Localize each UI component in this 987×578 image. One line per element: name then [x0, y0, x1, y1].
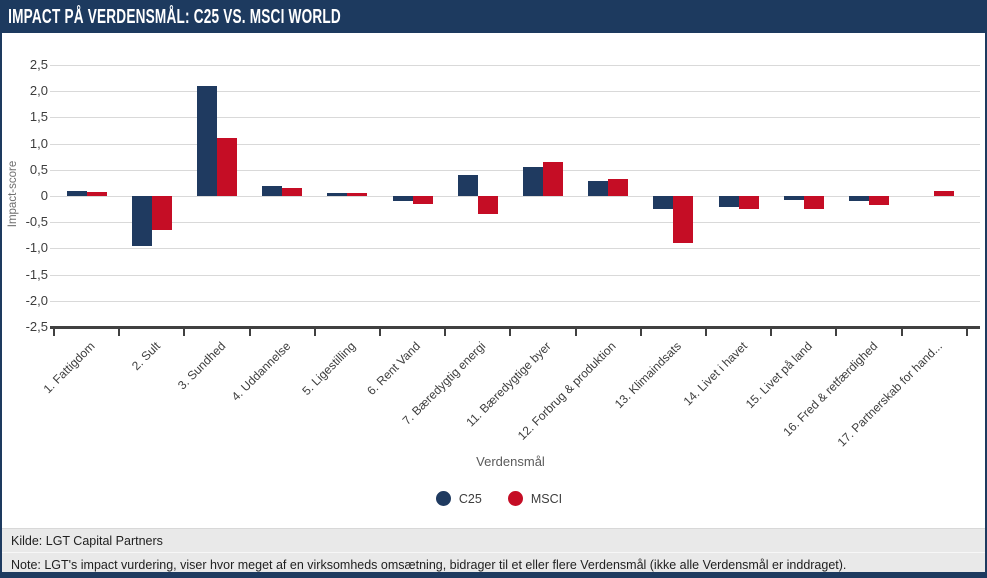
bar-c25-4 — [262, 185, 283, 196]
bar-msci-7 — [477, 196, 498, 215]
bar-msci-9 — [608, 179, 629, 196]
bar-c25-1 — [66, 190, 87, 196]
gridline — [50, 143, 980, 145]
gridline — [50, 169, 980, 171]
x-axis-tick — [444, 327, 447, 336]
bar-c25-3 — [197, 86, 217, 196]
bar-msci-8 — [543, 161, 563, 196]
x-axis-tick — [835, 327, 838, 336]
bar-msci-3 — [217, 138, 237, 196]
x-category-label: 15. Livet på land — [742, 339, 815, 412]
x-category-label: 3. Sundhed — [174, 339, 228, 393]
x-category-label: 17. Partnerskab for hand... — [834, 339, 946, 450]
bar-msci-13 — [869, 196, 889, 206]
bar-msci-4 — [282, 187, 303, 196]
legend-swatch-msci — [507, 491, 523, 506]
x-axis-tick — [639, 327, 642, 336]
gridline — [50, 300, 980, 302]
title-bar: IMPACT PÅ VERDENSMÅL: C25 VS. MSCI WORLD — [2, 2, 985, 33]
x-axis-tick — [770, 327, 773, 336]
x-axis-tick — [313, 327, 316, 336]
y-tick-label: -2,5 — [25, 319, 48, 334]
x-axis-tick — [965, 327, 968, 336]
x-axis-tick — [118, 327, 121, 336]
gridline — [50, 65, 980, 66]
bar-c25-6 — [392, 196, 413, 202]
legend: C25 MSCI — [54, 491, 944, 506]
bar-c25-2 — [131, 196, 152, 246]
legend-swatch-c25 — [435, 491, 451, 506]
bottom-accent-bar — [2, 572, 985, 576]
bar-msci-12 — [803, 196, 824, 210]
y-tick-label: 1,5 — [29, 109, 48, 125]
bar-c25-13 — [849, 196, 869, 201]
bar-msci-10 — [673, 196, 694, 244]
y-tick-label: -1,0 — [25, 240, 48, 256]
y-tick-label: 0,5 — [29, 161, 48, 177]
x-category-label: 14. Livet i havet — [680, 339, 750, 409]
x-axis-tick — [183, 327, 186, 336]
y-axis-title: Impact-score — [7, 160, 19, 228]
legend-label-msci: MSCI — [530, 491, 563, 506]
x-category-label: 2. Sult — [128, 339, 163, 373]
source-note: Kilde: LGT Capital Partners — [11, 533, 163, 548]
bar-c25-10 — [653, 196, 674, 210]
gridline — [50, 222, 980, 224]
x-axis-tick — [248, 327, 251, 336]
x-category-label: 1. Fattigdom — [40, 339, 98, 397]
bar-c25-5 — [327, 192, 348, 196]
y-tick-label: -1,5 — [25, 266, 48, 282]
bar-c25-11 — [718, 196, 739, 207]
bar-msci-5 — [347, 193, 368, 196]
x-axis-tick — [53, 327, 55, 336]
gridline — [50, 274, 980, 276]
bar-c25-7 — [457, 175, 478, 196]
x-category-label: 13. Klimaindsats — [612, 339, 685, 412]
bar-msci-1 — [86, 192, 107, 196]
bar-msci-11 — [738, 196, 759, 210]
x-axis-line — [50, 326, 980, 329]
bar-msci-2 — [151, 196, 172, 231]
x-category-label: 5. Ligestilling — [299, 339, 359, 398]
y-tick-label: 1,0 — [29, 135, 48, 151]
legend-label-c25: C25 — [458, 491, 482, 506]
x-axis-tick — [574, 327, 577, 336]
x-axis-title: Verdensmål — [476, 454, 545, 469]
bar-c25-12 — [783, 196, 804, 201]
footer: Kilde: LGT Capital Partners Note: LGT's … — [2, 528, 985, 576]
y-tick-label: -0,5 — [25, 214, 48, 230]
chart-title: IMPACT PÅ VERDENSMÅL: C25 VS. MSCI WORLD — [8, 6, 341, 28]
y-tick-label: 2,0 — [29, 83, 48, 99]
y-tick-label: 0 — [40, 188, 48, 203]
x-category-label: 4. Uddannelse — [228, 339, 294, 404]
x-axis-tick — [705, 327, 707, 336]
bar-c25-8 — [523, 167, 543, 196]
x-axis-tick — [379, 327, 381, 336]
legend-item-msci: MSCI — [507, 491, 563, 506]
bar-msci-14 — [934, 190, 955, 196]
bar-msci-6 — [412, 196, 433, 204]
y-tick-label: -2,0 — [25, 292, 48, 308]
method-note: Note: LGT's impact vurdering, viser hvor… — [2, 552, 985, 576]
bar-c25-9 — [588, 181, 609, 196]
gridline — [50, 117, 980, 119]
x-axis-tick — [509, 327, 512, 336]
gridline — [50, 196, 980, 197]
gridline — [50, 248, 980, 250]
y-tick-label: 2,5 — [29, 57, 48, 72]
x-category-label: 6. Rent Vand — [364, 339, 424, 398]
legend-item-c25: C25 — [435, 491, 482, 506]
gridline — [50, 91, 980, 93]
x-axis-tick — [900, 327, 903, 336]
